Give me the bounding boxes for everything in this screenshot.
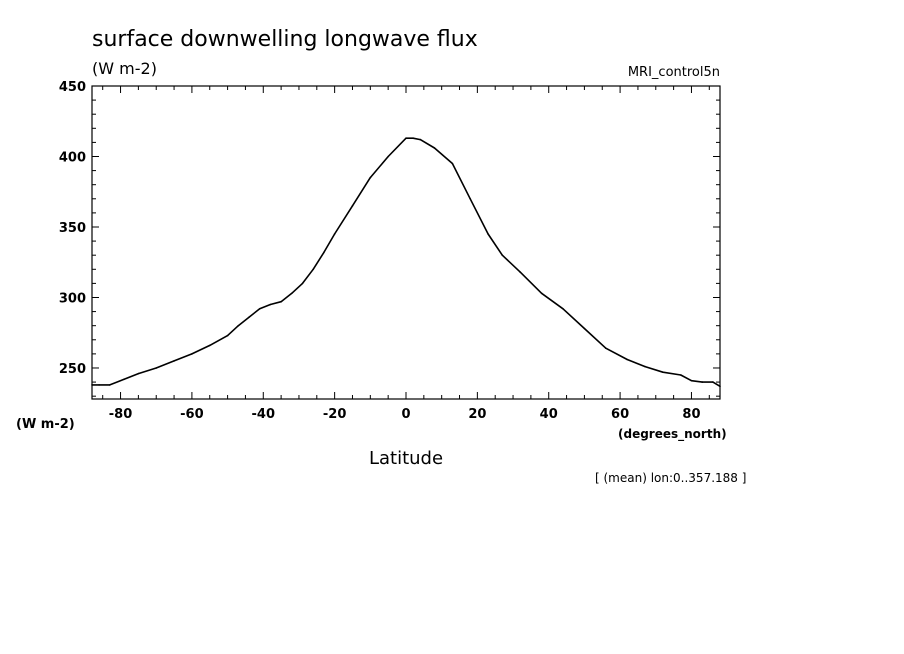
data-point — [301, 282, 304, 285]
series-line — [92, 137, 721, 387]
data-point — [237, 324, 240, 327]
x-tick-label: 40 — [540, 407, 558, 422]
data-point — [209, 344, 211, 347]
y-axis-tick-labels: 250 300 350 400 450 — [59, 80, 86, 377]
x-tick-label: -80 — [109, 407, 133, 422]
data-point — [387, 155, 390, 158]
data-point — [155, 367, 157, 369]
data-point — [173, 360, 175, 362]
chart-title: surface downwelling longwave flux — [92, 27, 478, 52]
x-tick-label: 60 — [611, 407, 629, 422]
data-point — [137, 372, 140, 375]
data-point — [369, 176, 372, 179]
data-point — [312, 268, 315, 271]
data-point — [109, 384, 111, 386]
data-point — [258, 308, 261, 310]
data-point — [333, 233, 336, 235]
y-tick-label: 350 — [59, 221, 86, 236]
data-point — [626, 358, 628, 361]
x-axis-ticks — [102, 86, 710, 399]
data-point — [644, 365, 646, 368]
data-point — [662, 371, 664, 374]
x-tick-label: 0 — [401, 407, 410, 422]
series-points — [91, 137, 721, 388]
x-tick-label: 20 — [468, 407, 486, 422]
data-point — [123, 378, 125, 381]
data-point — [562, 308, 564, 310]
data-point — [405, 137, 407, 139]
data-point — [419, 138, 422, 141]
data-point — [583, 327, 586, 330]
x-axis-label: Latitude — [369, 448, 443, 469]
data-point — [680, 374, 682, 376]
y-tick-label: 250 — [59, 362, 86, 377]
data-point — [519, 271, 521, 273]
footnote: [ (mean) lon:0..357.188 ] — [595, 471, 746, 485]
data-point — [712, 381, 714, 383]
data-point — [605, 347, 607, 350]
data-point — [323, 251, 325, 254]
x-tick-label: -20 — [323, 407, 347, 422]
data-point — [451, 162, 454, 165]
data-point — [248, 316, 250, 319]
x-axis-units-label: (degrees_north) — [618, 427, 727, 442]
y-tick-label: 450 — [59, 80, 86, 95]
data-point — [280, 300, 282, 303]
data-point — [701, 381, 703, 383]
data-point — [191, 353, 193, 355]
data-point — [226, 334, 229, 337]
y-axis-label: (W m-2) — [16, 417, 75, 432]
chart-units-label: (W m-2) — [92, 59, 157, 78]
x-tick-label: -40 — [252, 407, 276, 422]
y-axis-ticks — [92, 85, 720, 397]
data-point — [469, 198, 472, 200]
data-point — [412, 137, 414, 139]
run-label: MRI_control5n — [628, 65, 720, 80]
data-point — [501, 254, 504, 256]
data-point — [291, 292, 293, 295]
y-tick-label: 300 — [59, 291, 86, 306]
y-tick-label: 400 — [59, 150, 86, 165]
x-tick-label: 80 — [682, 407, 700, 422]
data-point — [269, 303, 272, 306]
x-axis-tick-labels: -80 -60 -40 -20 0 20 40 60 80 — [109, 407, 701, 422]
data-point — [98, 384, 100, 386]
data-point — [433, 147, 436, 149]
data-point — [540, 292, 543, 295]
data-point — [351, 205, 354, 207]
x-tick-label: -60 — [180, 407, 204, 422]
data-point — [719, 385, 721, 388]
data-point — [91, 384, 93, 386]
data-point — [487, 233, 489, 235]
data-point — [690, 379, 693, 382]
